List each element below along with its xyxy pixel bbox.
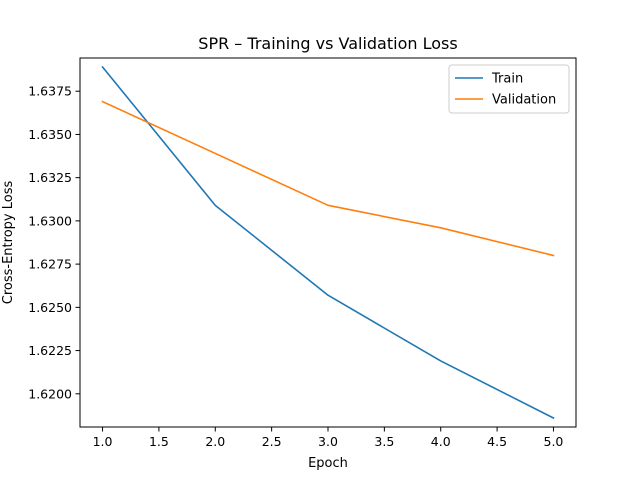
- legend-label-validation: Validation: [492, 93, 556, 108]
- x-axis-ticks: 1.0 1.5 2.0 2.5 3.0 3.5 4.0 4.5 5.0: [93, 427, 564, 449]
- y-tick-label: 1.6375: [28, 84, 72, 99]
- x-tick-label: 2.0: [205, 434, 225, 449]
- x-tick-label: 5.0: [544, 434, 564, 449]
- x-axis-label: Epoch: [308, 456, 348, 471]
- legend-box: [448, 64, 570, 114]
- y-axis-label: Cross-Entropy Loss: [1, 181, 16, 305]
- plot-area: [80, 58, 576, 427]
- y-tick-label: 1.6350: [28, 127, 72, 142]
- y-tick-label: 1.6250: [28, 300, 72, 315]
- y-tick-label: 1.6275: [28, 257, 72, 272]
- x-tick-label: 4.5: [487, 434, 507, 449]
- series-line-train: [101, 65, 555, 420]
- x-tick-label: 1.0: [93, 434, 113, 449]
- x-tick-label: 2.5: [262, 434, 282, 449]
- chart-title: SPR – Training vs Validation Loss: [198, 34, 457, 53]
- x-tick-label: 1.5: [149, 434, 169, 449]
- y-tick-label: 1.6325: [28, 170, 72, 185]
- legend-label-train: Train: [491, 72, 523, 87]
- series-line-validation: [101, 100, 555, 257]
- x-tick-label: 4.0: [431, 434, 451, 449]
- x-tick-label: 3.5: [374, 434, 394, 449]
- series-layer: [101, 65, 555, 420]
- y-tick-label: 1.6300: [28, 213, 72, 228]
- y-tick-label: 1.6200: [28, 386, 72, 401]
- x-tick-label: 3.0: [318, 434, 338, 449]
- plot-frame: [79, 57, 577, 428]
- legend: Train Validation: [448, 64, 570, 114]
- y-axis-ticks: 1.6200 1.6225 1.6250 1.6275 1.6300 1.6325 1.63…: [28, 84, 80, 401]
- y-tick-label: 1.6225: [28, 343, 72, 358]
